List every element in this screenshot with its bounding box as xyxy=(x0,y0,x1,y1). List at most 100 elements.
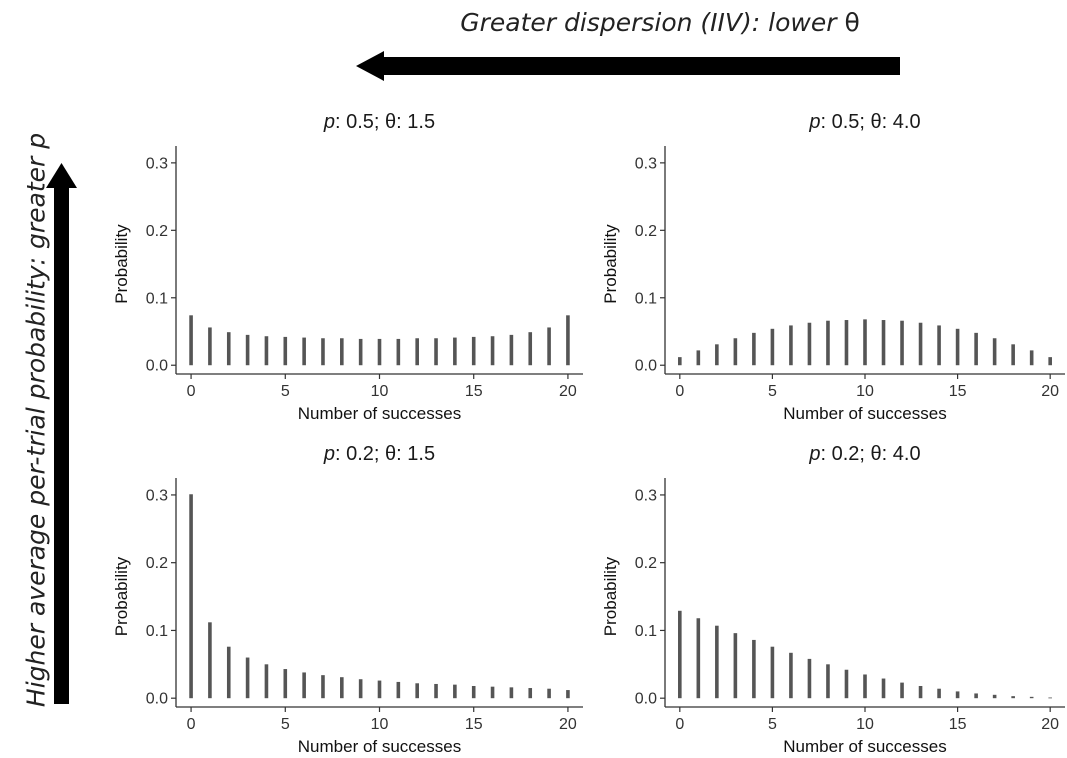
y-tick-label: 0.0 xyxy=(146,691,168,708)
probability-bar xyxy=(918,685,923,699)
probability-bar xyxy=(396,681,401,699)
probability-bar xyxy=(900,682,904,699)
x-tick-label: 5 xyxy=(768,383,777,400)
probability-bar xyxy=(992,694,997,699)
x-tick-label: 5 xyxy=(281,383,290,400)
y-tick-label: 0.2 xyxy=(146,555,168,572)
probability-bar xyxy=(844,320,849,366)
x-tick-label: 15 xyxy=(465,716,483,733)
x-tick-label: 10 xyxy=(856,383,874,400)
probability-bar xyxy=(1029,350,1034,366)
up-arrow xyxy=(46,163,77,704)
probability-bar xyxy=(826,320,830,366)
probability-bar xyxy=(547,327,551,366)
x-axis-label: Number of successes xyxy=(298,737,461,756)
probability-bar xyxy=(807,322,812,366)
y-axis-label: Probability xyxy=(112,224,131,304)
y-tick-label: 0.3 xyxy=(146,155,168,172)
y-tick-label: 0.1 xyxy=(635,290,657,307)
panel-title-variable: p xyxy=(808,111,820,133)
x-tick-label: 0 xyxy=(675,383,684,400)
probability-bar xyxy=(1011,344,1015,366)
y-axis-label: Probability xyxy=(601,556,620,636)
probability-bar xyxy=(264,664,269,699)
probability-bar xyxy=(302,337,306,366)
x-tick-label: 15 xyxy=(949,383,967,400)
probability-bar xyxy=(321,338,325,366)
y-axis-label: Probability xyxy=(601,224,620,304)
probability-bar xyxy=(955,328,960,366)
probability-bar xyxy=(547,688,551,699)
probability-bar xyxy=(490,336,495,366)
probability-bar xyxy=(881,678,886,699)
probability-bar xyxy=(453,684,457,699)
y-tick-label: 0.2 xyxy=(146,223,168,240)
y-tick-label: 0.3 xyxy=(635,487,657,504)
probability-bar xyxy=(415,683,419,699)
probability-bar xyxy=(283,336,288,366)
probability-bar xyxy=(863,674,867,699)
probability-bar xyxy=(770,646,775,699)
probability-bar xyxy=(302,672,306,699)
probability-bar xyxy=(974,332,978,366)
probability-bar xyxy=(358,679,363,699)
probability-bar xyxy=(1048,697,1052,699)
probability-bar xyxy=(881,320,886,366)
theta-symbol: θ xyxy=(844,8,860,37)
y-tick-label: 0.2 xyxy=(635,555,657,572)
probability-bar xyxy=(844,669,849,699)
x-tick-label: 10 xyxy=(856,716,874,733)
probability-bar xyxy=(678,610,682,699)
probability-bar xyxy=(226,646,231,699)
probability-bar xyxy=(340,677,344,699)
probability-bar xyxy=(377,680,382,699)
y-tick-label: 0.0 xyxy=(635,358,657,375)
probability-bar xyxy=(226,332,231,366)
y-axis-label: Probability xyxy=(112,556,131,636)
probability-bar xyxy=(358,338,363,366)
x-tick-label: 20 xyxy=(1041,383,1059,400)
probability-bar xyxy=(826,664,830,699)
probability-bar xyxy=(396,338,401,366)
x-tick-label: 20 xyxy=(1041,716,1059,733)
probability-bar xyxy=(471,685,476,699)
probability-bar xyxy=(733,338,738,366)
chart-panel-2: p: 0.5; θ: 4.0 0.0 0.1 0.2 0.3 0 5 10 15 20 Number… xyxy=(601,111,1065,423)
y-tick-label: 0.1 xyxy=(635,623,657,640)
y-tick-label: 0.2 xyxy=(635,223,657,240)
x-tick-label: 15 xyxy=(949,716,967,733)
probability-bar xyxy=(807,658,812,699)
panel-title-values: : 0.5; θ: 4.0 xyxy=(821,111,921,133)
probability-bar xyxy=(415,338,419,366)
probability-bar xyxy=(528,332,533,366)
probability-bar xyxy=(1011,696,1015,699)
probability-bar xyxy=(264,336,269,366)
probability-bar xyxy=(752,639,756,699)
probability-bar xyxy=(696,618,701,699)
chart-panel-4: p: 0.2; θ: 4.0 0.0 0.1 0.2 0.3 0 5 10 15 20 Number… xyxy=(601,443,1065,756)
panel-title-variable: p xyxy=(808,443,820,465)
probability-bar xyxy=(245,657,250,699)
probability-bar xyxy=(955,691,960,699)
y-tick-label: 0.0 xyxy=(635,691,657,708)
y-tick-label: 0.3 xyxy=(635,155,657,172)
probability-bar xyxy=(434,683,438,699)
probability-bar xyxy=(1029,696,1034,699)
panel-title-variable: p xyxy=(323,111,335,133)
probability-bar xyxy=(509,334,514,366)
probability-bar xyxy=(340,338,344,366)
x-tick-label: 10 xyxy=(371,383,389,400)
x-tick-label: 0 xyxy=(675,716,684,733)
probability-bar xyxy=(1048,357,1052,366)
probability-bar xyxy=(770,328,775,366)
probability-bar xyxy=(937,325,941,366)
x-tick-label: 5 xyxy=(768,716,777,733)
x-tick-label: 20 xyxy=(559,383,577,400)
probability-bar xyxy=(752,332,756,366)
left-arrow xyxy=(356,51,900,81)
x-tick-label: 0 xyxy=(187,383,196,400)
probability-bar xyxy=(490,686,495,699)
panel-title-values: : 0.2; θ: 4.0 xyxy=(821,443,921,465)
probability-bar xyxy=(863,319,867,366)
